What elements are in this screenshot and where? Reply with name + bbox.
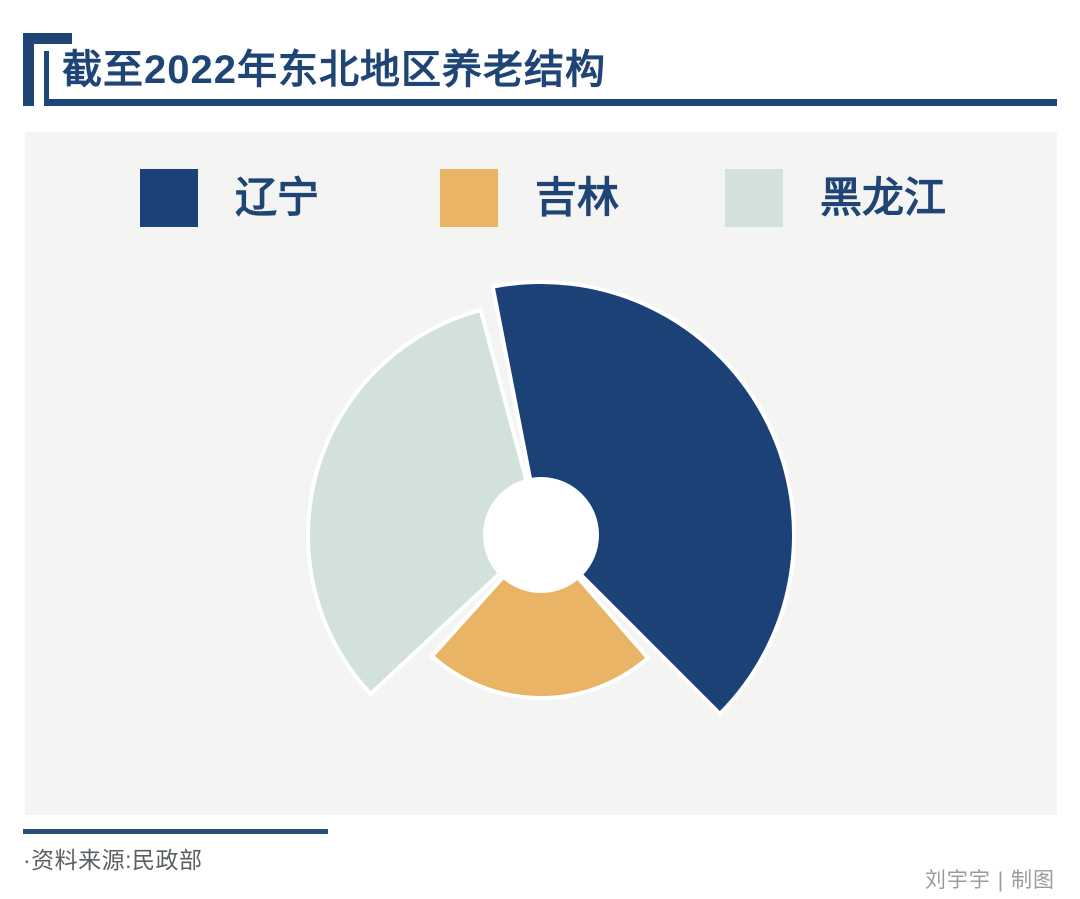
legend-item-jilin: 吉林 <box>440 169 619 227</box>
legend-label-liaoning: 辽宁 <box>235 174 320 221</box>
page-title: 截至2022年东北地区养老结构 <box>62 48 606 92</box>
credit-note: 刘宇宇 | 制图 <box>924 869 1055 892</box>
source-divider <box>23 829 328 834</box>
title-bracket-vertical <box>23 33 34 106</box>
title-bracket-horizontal <box>23 33 72 44</box>
legend-swatch-heilongjiang <box>725 169 783 227</box>
legend-item-heilongjiang: 黑龙江 <box>725 169 946 227</box>
pie-slice-heilongjiang <box>306 307 543 696</box>
legend-label-heilongjiang: 黑龙江 <box>820 174 947 221</box>
donut-hole <box>483 477 599 593</box>
legend-swatch-liaoning <box>140 169 198 227</box>
legend-item-liaoning: 辽宁 <box>140 169 319 227</box>
title-underline <box>44 99 1057 106</box>
source-note: ·资料来源:民政部 <box>23 847 203 873</box>
pie-slice-liaoning <box>490 280 796 716</box>
legend-label-jilin: 吉林 <box>535 174 620 221</box>
legend-swatch-jilin <box>440 169 498 227</box>
chart-panel: 辽宁 吉林 黑龙江 <box>25 132 1057 815</box>
donut-chart <box>306 280 796 716</box>
pie-slice-jilin <box>429 533 650 700</box>
title-bracket-inner <box>44 51 49 101</box>
